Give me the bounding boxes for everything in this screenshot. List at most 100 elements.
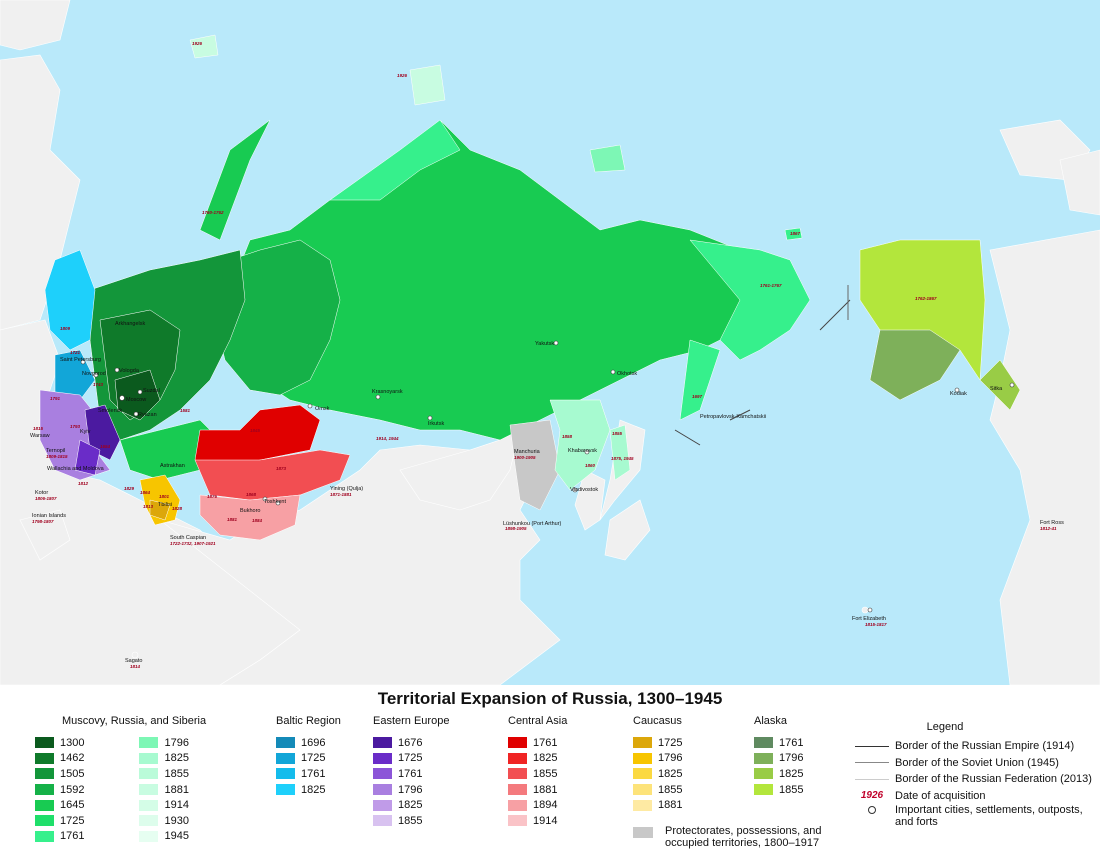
borders [674, 285, 851, 446]
svg-text:1900-1905: 1900-1905 [514, 455, 536, 460]
legend-label: 1825 [164, 752, 189, 765]
svg-text:1815-1817: 1815-1817 [865, 622, 887, 627]
legend-swatch [276, 752, 295, 764]
legend-item: 1796 [373, 782, 422, 798]
legend-swatch [139, 830, 159, 842]
legend-item: 1676 [373, 735, 422, 751]
label-kotor: Kotor [35, 490, 48, 496]
legend-item: 1881 [139, 782, 189, 798]
legend-label: 1825 [301, 783, 326, 796]
legend-item: 1825 [754, 766, 803, 782]
svg-text:1926: 1926 [397, 73, 408, 78]
russia-territory [39, 34, 1021, 541]
label-kodiak: Kodiak [950, 391, 967, 397]
svg-text:1798-1807: 1798-1807 [32, 519, 54, 524]
legend-item: 1725 [633, 735, 682, 751]
label-krasnoyarsk: Krasnoyarsk [372, 389, 403, 395]
border-1945-line-icon [855, 762, 889, 764]
legend-swatch [633, 752, 652, 764]
franz-josef [189, 34, 219, 59]
legend-swatch [139, 768, 159, 780]
legend-key: Legend Border of the Russian Empire (191… [855, 721, 1100, 828]
legend-item: 1930 [139, 813, 189, 829]
legend-swatch [139, 752, 159, 764]
legend-swatch [276, 768, 295, 780]
label-sitka: Sitka [990, 386, 1003, 392]
sakhalin [609, 424, 631, 481]
legend-item: 1725 [373, 751, 422, 767]
ukraine-right [74, 439, 101, 476]
border-2013-line-icon [855, 778, 889, 780]
legend-swatch [633, 799, 652, 811]
svg-text:1864: 1864 [140, 490, 151, 495]
legend-swatch [754, 737, 773, 749]
legend-group-title: Baltic Region [276, 715, 341, 727]
svg-text:1760-1762: 1760-1762 [202, 210, 224, 215]
wrangel [784, 227, 803, 241]
legend-item: 1825 [508, 751, 557, 767]
label-omsk: Omsk [315, 406, 330, 412]
label-arkhangelsk: Arkhangelsk [115, 321, 146, 327]
svg-text:1809: 1809 [60, 326, 71, 331]
label-ionian: Ionian Islands [32, 513, 66, 519]
svg-text:1809-1815: 1809-1815 [46, 454, 68, 459]
svg-text:1871-1881: 1871-1881 [330, 492, 352, 497]
svg-text:1845: 1845 [250, 428, 261, 433]
legend-label: 1894 [533, 799, 558, 812]
svg-text:1876: 1876 [207, 494, 218, 499]
legend-swatch [633, 768, 652, 780]
central-asia-1855 [194, 449, 351, 501]
label-warsaw: Warsaw [30, 433, 50, 439]
label-st-petersburg: Saint Petersburg [60, 357, 101, 363]
legend-item: 1462 [35, 751, 84, 767]
legend-item: 1945 [139, 829, 189, 845]
legend-item: 1592 [35, 782, 84, 798]
svg-text:1855: 1855 [612, 431, 623, 436]
legend-swatch [373, 815, 392, 827]
alaska-1855 [859, 239, 986, 381]
svg-text:1806-1807: 1806-1807 [35, 496, 57, 501]
legend-label: 1462 [60, 752, 85, 765]
primorye [549, 399, 611, 491]
legend-label: 1914 [164, 799, 189, 812]
legend-border-1945: Border of the Soviet Union (1945) [855, 755, 1100, 772]
label-khabarovsk: Khabarovsk [568, 448, 597, 454]
label-manchuria: Manchuria [514, 449, 541, 455]
legend-item: 1796 [139, 735, 189, 751]
label-tashkent: Toshkent [264, 499, 286, 505]
protectorate-swatch [633, 827, 653, 838]
svg-text:1812-41: 1812-41 [1040, 526, 1057, 531]
legend-label: 1645 [60, 799, 85, 812]
svg-text:1926: 1926 [192, 41, 203, 46]
legend-label: 1855 [533, 767, 558, 780]
label-fort-elizabeth: Fort Elizabeth [852, 616, 886, 622]
legend-label: 1725 [398, 752, 423, 765]
legend-item: 1761 [754, 735, 803, 751]
legend-border-2013: Border of the Russian Federation (2013) [855, 771, 1100, 788]
svg-text:1697: 1697 [692, 394, 703, 399]
legend-swatch [508, 815, 527, 827]
legend-label: 1696 [301, 736, 326, 749]
central-asia-1881 [199, 494, 301, 541]
svg-text:1812: 1812 [78, 481, 89, 486]
legend-item: 1855 [754, 782, 803, 798]
label-smolensk: Smolensk [98, 408, 122, 414]
svg-text:1858: 1858 [562, 434, 573, 439]
svg-text:1791: 1791 [50, 396, 61, 401]
legend-swatch [754, 768, 773, 780]
legend-item: 1761 [373, 766, 422, 782]
legend-group-3: Central Asia 1761 1825 1855 1881 1894 1914 [508, 715, 567, 829]
muscovy-1300 [114, 369, 161, 421]
legend-label: 1825 [398, 799, 423, 812]
svg-text:1898-1905: 1898-1905 [505, 526, 527, 531]
legend-item: 1855 [139, 766, 189, 782]
caucasus-south [149, 499, 171, 521]
svg-text:1814: 1814 [130, 664, 141, 669]
label-suzdal: Suzdal [143, 388, 160, 394]
legend-cities: Important cities, settlements, outposts,… [855, 804, 1100, 828]
legend-protectorates: Protectorates, possessions, and occupied… [633, 825, 855, 849]
legend-label: 1725 [60, 814, 85, 827]
legend-item: 1761 [35, 829, 84, 845]
alaska-1796 [869, 329, 961, 401]
legend-swatch [508, 784, 527, 796]
